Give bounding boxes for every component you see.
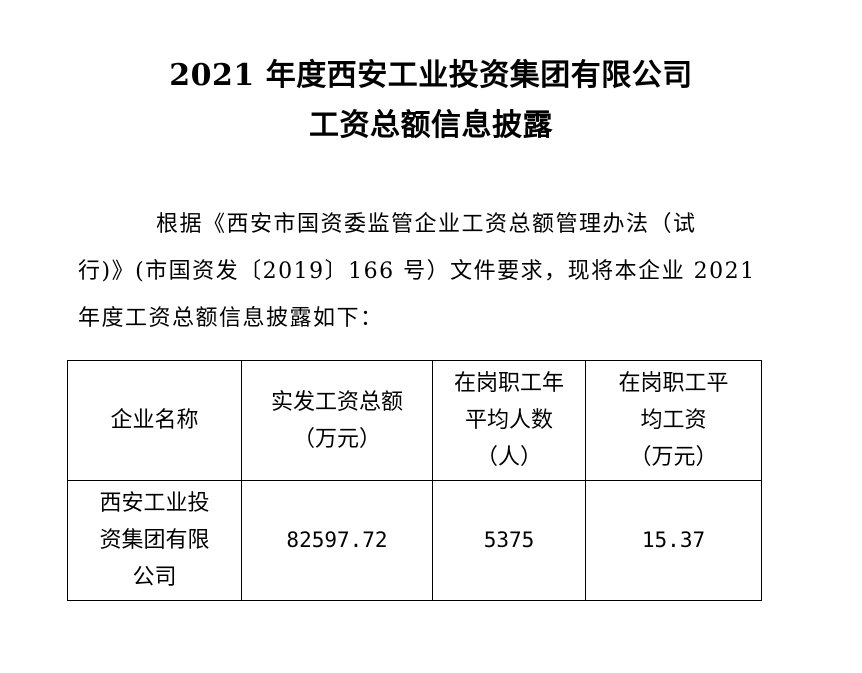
paragraph-line-1: 根据《西安市国资委监管企业工资总额管理办法（试 [156,212,697,237]
paragraph-line-2: 行)》(市国资发〔2019〕166 号）文件要求，现将本企业 2021 [78,259,756,284]
cell-text: 公司 [132,565,177,590]
cell-text: 西安工业投 [99,491,210,516]
paragraph-line-3: 年度工资总额信息披露如下： [78,306,384,331]
header-text: 在岗职工年 [453,371,564,396]
header-text: 平均人数 [464,408,553,433]
header-avg-headcount: 在岗职工年 平均人数 （人） [432,360,586,481]
wage-table: 企业名称 实发工资总额 （万元） 在岗职工年 平均人数 （人） 在岗职工平 均工… [67,360,762,601]
header-text: 在岗职工平 [618,371,729,396]
header-total-wages: 实发工资总额 （万元） [241,360,433,481]
header-text: 均工资 [640,408,707,433]
table-row: 西安工业投 资集团有限 公司 82597.72 5375 15.37 [67,480,762,601]
header-text: 实发工资总额 [270,389,403,415]
document-title-line-2: 工资总额信息披露 [309,108,553,143]
header-text: （万元） [629,445,718,470]
cell-company-name: 西安工业投 资集团有限 公司 [67,480,242,601]
header-avg-wage: 在岗职工平 均工资 （万元） [585,360,762,481]
cell-avg-headcount: 5375 [432,480,586,601]
cell-text: 资集团有限 [99,528,210,553]
header-text: 企业名称 [110,408,199,433]
header-company-name: 企业名称 [67,360,242,481]
table-header-row: 企业名称 实发工资总额 （万元） 在岗职工年 平均人数 （人） 在岗职工平 均工… [67,360,762,481]
document-title-line-1: 2021 年度西安工业投资集团有限公司 [169,58,693,93]
header-text: （万元） [292,426,381,452]
header-text: （人） [475,445,542,470]
cell-avg-wage: 15.37 [585,480,762,601]
cell-total-wages: 82597.72 [241,480,433,601]
